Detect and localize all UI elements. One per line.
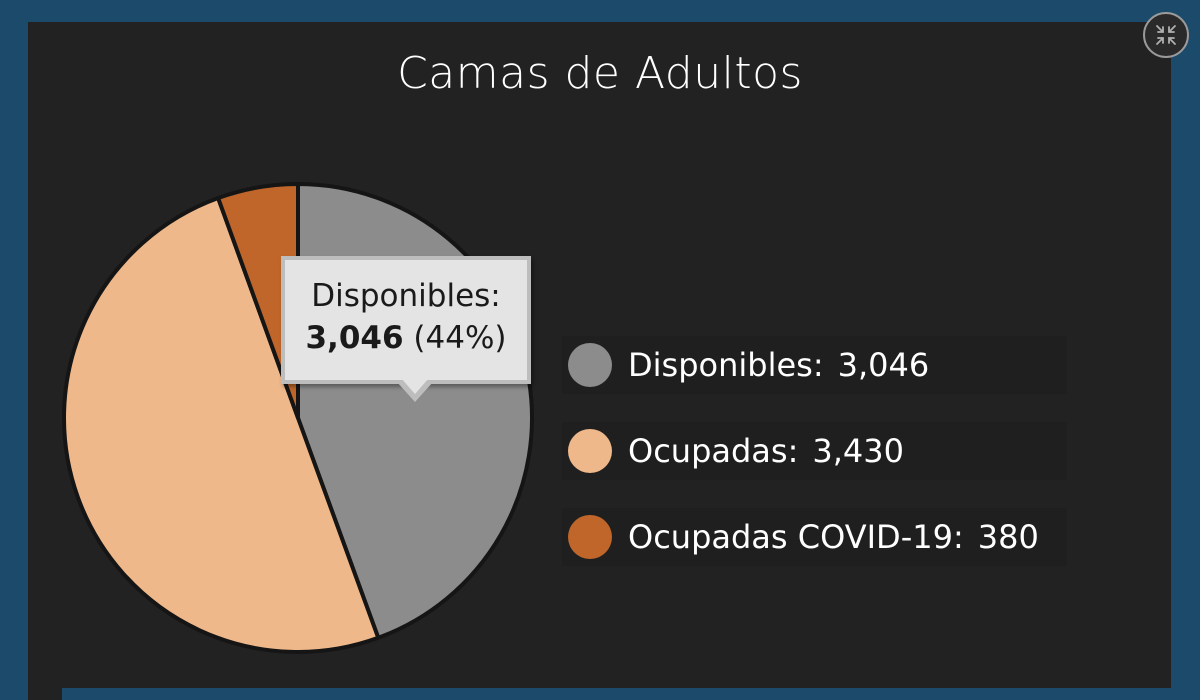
legend-swatch-ocupadas	[568, 429, 612, 473]
tooltip-percent: (44%)	[413, 320, 507, 356]
pie-slice-ocupadas-covid[interactable]	[216, 182, 300, 420]
legend-value: 3,430	[812, 432, 904, 470]
legend-text: Disponibles: 3,046	[628, 346, 929, 384]
legend-text: Ocupadas COVID-19: 380	[628, 518, 1039, 556]
pie-slice-ocupadas[interactable]	[61, 196, 381, 654]
tooltip-line: 3,046 (44%)	[285, 320, 527, 356]
legend-label: Disponibles:	[628, 346, 824, 384]
collapse-button[interactable]	[1143, 12, 1189, 58]
tooltip-value: 3,046	[305, 320, 404, 356]
legend-label: Ocupadas COVID-19:	[628, 518, 964, 556]
legend-swatch-ocupadas-covid	[568, 515, 612, 559]
legend-value: 3,046	[837, 346, 930, 384]
chart-title: Camas de Adultos	[397, 48, 803, 99]
legend-item-ocupadas[interactable]: Ocupadas: 3,430	[562, 422, 1067, 480]
legend-item-ocupadas-covid[interactable]: Ocupadas COVID-19: 380	[562, 508, 1067, 566]
collapse-arrows-icon	[1156, 25, 1176, 45]
legend-item-disponibles[interactable]: Disponibles: 3,046	[562, 336, 1067, 394]
legend-label: Ocupadas:	[628, 432, 799, 470]
legend-value: 380	[977, 518, 1039, 556]
slice-tooltip: Disponibles: 3,046 (44%)	[281, 256, 531, 402]
bottom-strip	[62, 688, 1171, 700]
tooltip-pointer	[397, 378, 433, 402]
chart-legend: Disponibles: 3,046 Ocupadas: 3,430 Ocupada…	[562, 336, 1067, 594]
tooltip-label: Disponibles:	[311, 278, 501, 314]
legend-text: Ocupadas: 3,430	[628, 432, 904, 470]
legend-swatch-disponibles	[568, 343, 612, 387]
